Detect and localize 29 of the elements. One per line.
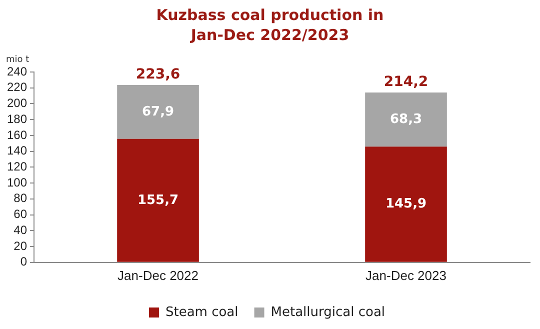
total-label: 214,2 — [384, 74, 428, 90]
data-label: 145,9 — [385, 196, 427, 212]
data-label: 67,9 — [142, 104, 174, 120]
y-tick-label: 80 — [14, 191, 28, 206]
data-label: 155,7 — [137, 192, 179, 208]
chart-title: Kuzbass coal production in Jan-Dec 2022/2023 — [155, 5, 385, 45]
y-tick-label: 180 — [6, 112, 28, 126]
data-label: 68,3 — [390, 112, 422, 127]
y-tick-label: 140 — [6, 144, 28, 158]
bar — [365, 92, 447, 147]
x-tick-label: Jan-Dec 2023 — [366, 268, 446, 283]
y-tick-label: 0 — [20, 254, 28, 269]
bar — [365, 146, 447, 262]
y-tick-label: 220 — [6, 80, 28, 94]
y-tick-label: 120 — [6, 160, 28, 174]
x-tick-label: Jan-Dec 2022 — [118, 268, 198, 283]
y-axis-title: mio t — [6, 54, 30, 65]
total-label: 223,6 — [136, 66, 180, 83]
y-tick-label: 160 — [6, 128, 28, 142]
y-tick-label: 40 — [14, 222, 28, 237]
y-tick-label: 60 — [14, 207, 28, 222]
bar — [117, 85, 199, 139]
legend-label: Metallurgical coal — [270, 304, 386, 320]
bar — [117, 138, 199, 262]
y-tick-label: 20 — [14, 238, 28, 253]
y-tick-label: 240 — [6, 64, 28, 78]
y-tick-label: 100 — [6, 175, 28, 190]
y-tick-label: 200 — [6, 96, 28, 110]
legend-label: Steam coal — [165, 304, 238, 320]
